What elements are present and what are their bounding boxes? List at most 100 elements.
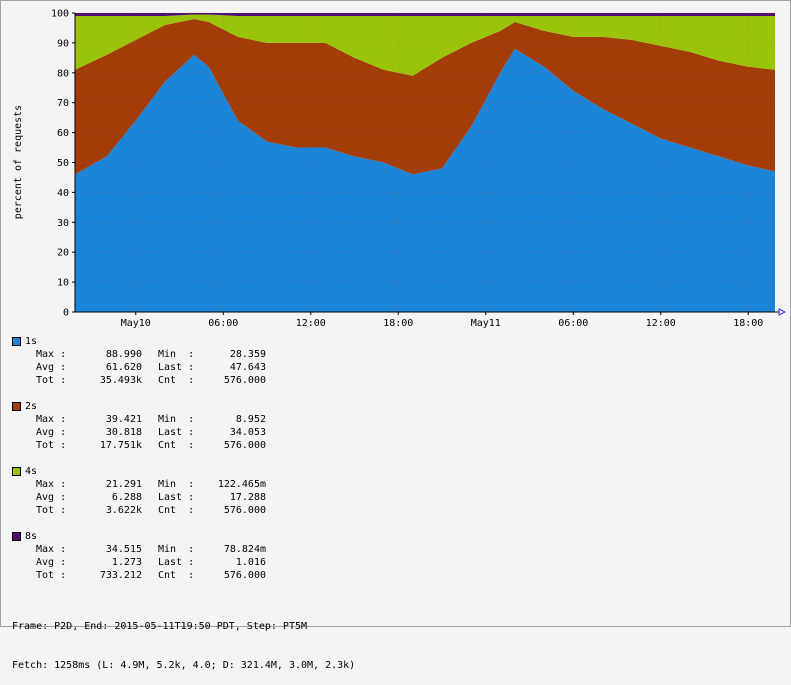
series-area-1s	[75, 48, 775, 313]
graph-footer: Frame: P2D, End: 2015-05-11T19:50 PDT, S…	[12, 594, 355, 685]
stat-label: Cnt :	[158, 505, 195, 516]
stat-label: Max :	[36, 349, 67, 360]
series-area-8s	[75, 13, 775, 16]
stat-tot: 35.493k	[99, 375, 142, 386]
x-tick-label: May11	[471, 318, 501, 329]
stat-row-avg-last: Avg : 1.273 Last : 1.016	[12, 556, 266, 569]
legend-entry-4s: 4s Max : 21.291 Min : 122.465m Avg : 6.288 Last…	[12, 465, 266, 517]
stat-label: Max :	[36, 544, 67, 555]
stat-row-avg-last: Avg : 61.620 Last : 47.643	[12, 361, 266, 374]
stat-min: 8.952	[235, 414, 266, 425]
y-tick-label: 80	[57, 68, 69, 79]
stat-row-avg-last: Avg : 6.288 Last : 17.288	[12, 491, 266, 504]
stat-label: Tot :	[36, 505, 67, 516]
stat-label: Min :	[158, 544, 195, 555]
stat-row-max-min: Max : 21.291 Min : 122.465m	[12, 478, 266, 491]
stat-row-tot-cnt: Tot : 3.622k Cnt : 576.000	[12, 504, 266, 517]
y-tick-label: 0	[63, 308, 69, 319]
y-tick-label: 100	[51, 9, 69, 20]
stat-tot: 733.212	[99, 570, 142, 581]
stat-row-tot-cnt: Tot : 733.212 Cnt : 576.000	[12, 569, 266, 582]
stat-label: Avg :	[36, 557, 67, 568]
stat-label: Min :	[158, 349, 195, 360]
legend-series-name: 2s	[25, 401, 38, 412]
stat-avg: 30.818	[105, 427, 142, 438]
stat-cnt: 576.000	[223, 570, 266, 581]
y-tick-label: 50	[57, 158, 69, 169]
legend-swatch	[12, 402, 21, 411]
y-tick-label: 60	[57, 128, 69, 139]
x-tick-label: 12:00	[296, 318, 326, 329]
stat-row-max-min: Max : 39.421 Min : 8.952	[12, 413, 266, 426]
x-tick-label: 18:00	[733, 318, 763, 329]
stat-label: Last :	[158, 492, 195, 503]
stat-last: 17.288	[229, 492, 266, 503]
y-tick-label: 10	[57, 278, 69, 289]
stat-last: 1.016	[235, 557, 266, 568]
stat-min: 28.359	[229, 349, 266, 360]
legend-entry-1s: 1s Max : 88.990 Min : 28.359 Avg : 61.620 Last …	[12, 335, 266, 387]
stat-label: Last :	[158, 362, 195, 373]
x-tick-label: 06:00	[558, 318, 588, 329]
legend-entry-8s: 8s Max : 34.515 Min : 78.824m Avg : 1.273 Last …	[12, 530, 266, 582]
x-tick-label: 18:00	[383, 318, 413, 329]
stat-row-tot-cnt: Tot : 35.493k Cnt : 576.000	[12, 374, 266, 387]
stat-label: Cnt :	[158, 440, 195, 451]
stat-min: 78.824m	[223, 544, 266, 555]
stat-tot: 3.622k	[105, 505, 142, 516]
stat-min: 122.465m	[217, 479, 266, 490]
stat-label: Last :	[158, 427, 195, 438]
stat-last: 34.053	[229, 427, 266, 438]
stat-max: 88.990	[105, 349, 142, 360]
stat-label: Avg :	[36, 362, 67, 373]
legend-swatch	[12, 337, 21, 346]
y-tick-label: 90	[57, 38, 69, 49]
stat-label: Min :	[158, 414, 195, 425]
x-tick-label: 06:00	[208, 318, 238, 329]
stat-max: 34.515	[105, 544, 142, 555]
stat-label: Avg :	[36, 427, 67, 438]
x-tick-label: 12:00	[646, 318, 676, 329]
stat-label: Min :	[158, 479, 195, 490]
stat-avg: 6.288	[111, 492, 142, 503]
stat-row-max-min: Max : 88.990 Min : 28.359	[12, 348, 266, 361]
legend-series-name: 8s	[25, 531, 38, 542]
legend-series-name: 1s	[25, 336, 38, 347]
stat-max: 21.291	[105, 479, 142, 490]
y-tick-label: 30	[57, 218, 69, 229]
series-area-2s	[75, 19, 775, 175]
stat-label: Tot :	[36, 440, 67, 451]
y-tick-label: 40	[57, 188, 69, 199]
stat-cnt: 576.000	[223, 505, 266, 516]
stat-tot: 17.751k	[99, 440, 142, 451]
stat-label: Max :	[36, 414, 67, 425]
stat-last: 47.643	[229, 362, 266, 373]
y-tick-label: 20	[57, 248, 69, 259]
stat-label: Max :	[36, 479, 67, 490]
legend-series-name: 4s	[25, 466, 38, 477]
legend-entry-2s: 2s Max : 39.421 Min : 8.952 Avg : 30.818 Last :…	[12, 400, 266, 452]
stat-label: Tot :	[36, 375, 67, 386]
stat-label: Avg :	[36, 492, 67, 503]
stat-cnt: 576.000	[223, 440, 266, 451]
y-tick-label: 70	[57, 98, 69, 109]
stat-label: Last :	[158, 557, 195, 568]
stat-max: 39.421	[105, 414, 142, 425]
stat-row-avg-last: Avg : 30.818 Last : 34.053	[12, 426, 266, 439]
legend-swatch	[12, 467, 21, 476]
stat-row-max-min: Max : 34.515 Min : 78.824m	[12, 543, 266, 556]
series-area-4s	[75, 14, 775, 76]
stacked-area-chart: 0 10 20 30 40 50 60 70 80 90 100 May10 06:00 12:00 18:…	[13, 9, 786, 329]
stat-label: Cnt :	[158, 570, 195, 581]
x-axis-arrow-icon	[778, 308, 786, 316]
x-tick-label: May10	[121, 318, 151, 329]
stat-avg: 61.620	[105, 362, 142, 373]
stat-avg: 1.273	[111, 557, 142, 568]
stat-cnt: 576.000	[223, 375, 266, 386]
footer-fetch-info: Fetch: 1258ms (L: 4.9M, 5.2k, 4.0; D: 32…	[12, 660, 356, 671]
legend-swatch	[12, 532, 21, 541]
stat-row-tot-cnt: Tot : 17.751k Cnt : 576.000	[12, 439, 266, 452]
y-axis-label: percent of requests	[13, 105, 24, 219]
stat-label: Cnt :	[158, 375, 195, 386]
stat-label: Tot :	[36, 570, 67, 581]
